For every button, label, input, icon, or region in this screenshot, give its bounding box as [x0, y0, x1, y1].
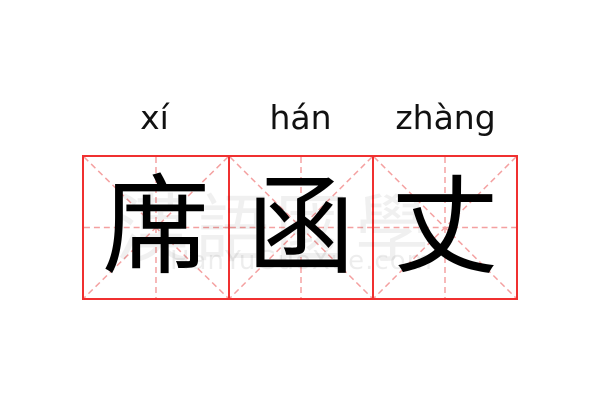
pinyin-2: hán [269, 98, 332, 137]
watermark-url: HanYuGuoXue.com [170, 246, 433, 276]
guide-lines [84, 157, 228, 298]
character-cell-2: 函 [227, 157, 372, 298]
character-cell-3: 丈 [371, 157, 516, 298]
watermark-logo: 漢語國學 [115, 187, 435, 273]
hanzi-character: 函 [246, 164, 355, 290]
guide-lines [373, 157, 516, 298]
guide-lines [229, 157, 372, 298]
hanzi-character: 丈 [390, 164, 499, 290]
hanzi-character: 席 [101, 164, 210, 290]
pinyin-1: xí [140, 98, 169, 137]
pinyin-3: zhàng [395, 98, 496, 137]
character-cell-1: 席 [84, 157, 228, 298]
character-grid: 席 函 丈 [82, 155, 518, 300]
